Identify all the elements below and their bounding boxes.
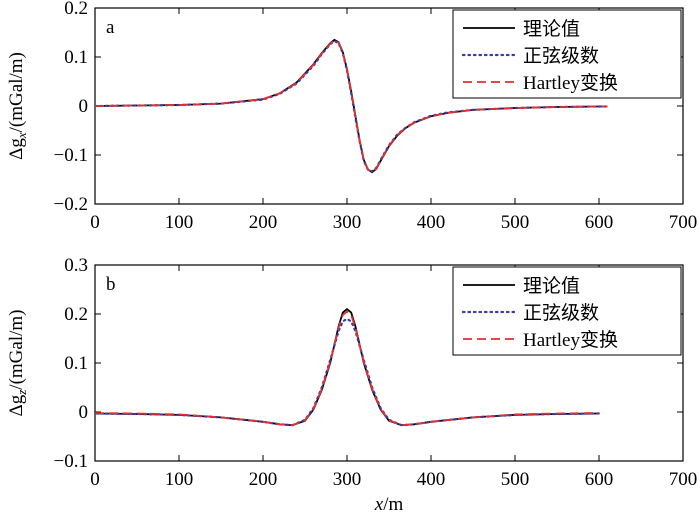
panel-a: 0 100 200 300 400 500 600 700 −0.2 −0.1 0 0.1 0.2 a Δg… [6, 0, 697, 233]
x-tick-label: 700 [669, 469, 698, 490]
y-axis-label-subscript: z [14, 390, 29, 396]
panel-label: b [106, 274, 116, 295]
x-tick-label: 200 [249, 469, 278, 490]
legend-entry: 理论值 [523, 18, 580, 40]
series-line-3 [95, 310, 600, 427]
x-tick-label: 600 [585, 212, 614, 233]
x-tick-label: 0 [90, 212, 100, 233]
y-axis-label-subscript: x [14, 132, 29, 139]
y-tick-label: 0 [79, 402, 89, 423]
x-tick-label: 400 [417, 469, 446, 490]
y-tick-label: −0.2 [54, 194, 88, 215]
x-tick-label: 500 [501, 469, 530, 490]
y-axis-label: Δgx/(mGal/m) [6, 52, 29, 160]
x-tick-label: 600 [585, 469, 614, 490]
x-tick-label: 200 [249, 212, 278, 233]
y-axis-label-unit: /(mGal/m) [6, 52, 27, 132]
y-axis-label-symbol: Δg [6, 138, 27, 160]
y-axis-label: Δgz/(mGal/m) [6, 310, 29, 417]
legend-entry: 理论值 [523, 275, 580, 297]
panel-label: a [106, 17, 115, 38]
x-tick-label: 500 [501, 212, 530, 233]
x-tick-label: 0 [90, 469, 100, 490]
y-tick-label: 0.3 [64, 255, 88, 276]
panel-b: 0 100 200 300 400 500 600 700−0.100.10.20.3bΔgz… [6, 255, 697, 515]
y-tick-label: 0.1 [64, 47, 88, 68]
y-tick-label: −0.1 [54, 145, 88, 166]
x-tick-label: 700 [669, 212, 698, 233]
x-tick-label: 300 [333, 212, 362, 233]
legend-entry: 正弦级数 [523, 45, 599, 67]
y-tick-label: 0.2 [64, 0, 88, 19]
legend-entry: Hartley变换 [523, 72, 618, 94]
legend-entry: 正弦级数 [523, 302, 599, 324]
legend-entry: Hartley变换 [523, 329, 618, 351]
y-axis-label-unit: /(mGal/m) [6, 310, 27, 390]
x-axis-label-unit: /m [383, 494, 403, 515]
y-tick-label: 0.1 [64, 353, 88, 374]
x-tick-label: 100 [165, 469, 194, 490]
x-tick-label: 100 [165, 212, 194, 233]
x-tick-label: 400 [417, 212, 446, 233]
y-tick-label: 0.2 [64, 304, 88, 325]
x-axis-label: x/m [374, 494, 404, 515]
y-tick-label: −0.1 [54, 451, 88, 472]
x-tick-label: 300 [333, 469, 362, 490]
y-tick-label: 0 [79, 96, 89, 117]
x-axis-label-symbol: x [374, 494, 384, 515]
series-line-3 [95, 39, 608, 173]
y-axis-label-symbol: Δg [6, 394, 27, 416]
